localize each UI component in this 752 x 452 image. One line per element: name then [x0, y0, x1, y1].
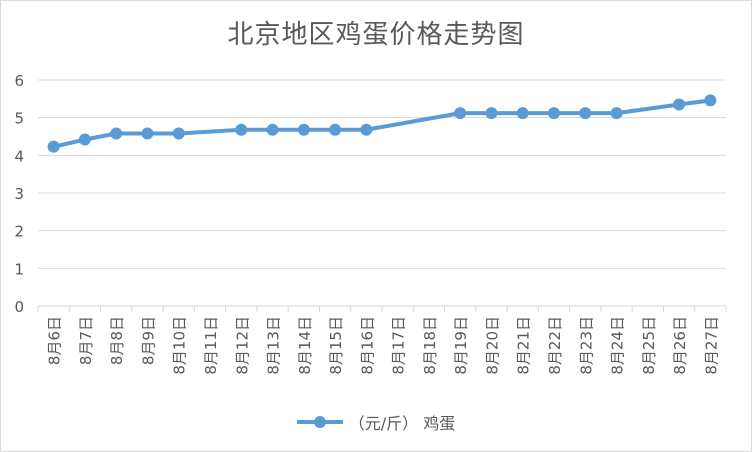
x-tick-label: 8月19日 [452, 316, 470, 375]
data-point [454, 107, 467, 120]
legend: （元/斤） 鸡蛋 [0, 408, 752, 436]
data-point [110, 127, 123, 140]
y-tick-label: 0 [14, 298, 24, 316]
x-tick-label: 8月26日 [671, 316, 689, 375]
x-tick-label: 8月13日 [265, 316, 283, 375]
data-point [47, 140, 60, 153]
data-point [516, 107, 529, 120]
x-tick-label: 8月18日 [421, 316, 439, 375]
x-tick-label: 8月22日 [546, 316, 564, 375]
data-point [141, 127, 154, 140]
data-point [579, 107, 592, 120]
y-tick-label: 6 [14, 72, 24, 90]
x-tick-label: 8月8日 [108, 316, 126, 365]
y-tick-label: 3 [14, 185, 24, 203]
data-point [673, 98, 686, 111]
data-point [329, 123, 342, 136]
legend-marker [296, 416, 343, 428]
x-tick-label: 8月16日 [358, 316, 376, 375]
data-point [548, 107, 560, 120]
x-tick-label: 8月10日 [171, 316, 189, 375]
data-point [172, 127, 185, 140]
data-point [610, 107, 623, 120]
y-tick-labels: 0 1 2 3 4 5 6 [14, 72, 24, 316]
x-tick-label: 8月12日 [233, 316, 251, 375]
x-tick-label: 8月20日 [483, 316, 501, 375]
legend-dot [313, 416, 326, 428]
axes [37, 305, 727, 312]
chart-title: 北京地区鸡蛋价格走势图 [227, 20, 525, 50]
x-tick-label: 8月14日 [296, 316, 314, 375]
data-point [235, 123, 248, 136]
y-tick-label: 4 [14, 147, 24, 165]
y-tick-label: 1 [14, 260, 24, 278]
x-tick-label: 8月27日 [702, 316, 720, 375]
x-tick-label: 8月15日 [327, 316, 345, 375]
data-point [485, 107, 498, 120]
gridlines [38, 79, 726, 269]
data-point [266, 123, 279, 136]
data-point [360, 123, 373, 136]
data-point [297, 123, 310, 136]
x-tick-labels: 8月6日 8月7日 8月8日 8月9日 8月10日 8月11日 8月12日 8月13日 8月14… [46, 316, 721, 375]
x-tick-label: 8月21日 [515, 316, 533, 375]
x-tick-label: 8月17日 [390, 316, 408, 375]
x-tick-label: 8月23日 [577, 316, 595, 375]
x-tick-label: 8月6日 [46, 316, 64, 365]
x-tick-label: 8月11日 [202, 316, 220, 375]
y-tick-label: 2 [14, 223, 24, 241]
x-tick-label: 8月25日 [640, 316, 658, 375]
series-layer [47, 94, 717, 153]
x-tick-label: 8月9日 [139, 316, 157, 365]
data-point [78, 133, 91, 146]
y-tick-label: 5 [14, 110, 24, 128]
data-point [704, 94, 717, 107]
series-line [53, 98, 711, 149]
x-tick-label: 8月7日 [77, 316, 95, 365]
legend-label: （元/斤） 鸡蛋 [348, 414, 456, 433]
x-tick-label: 8月24日 [609, 316, 627, 375]
